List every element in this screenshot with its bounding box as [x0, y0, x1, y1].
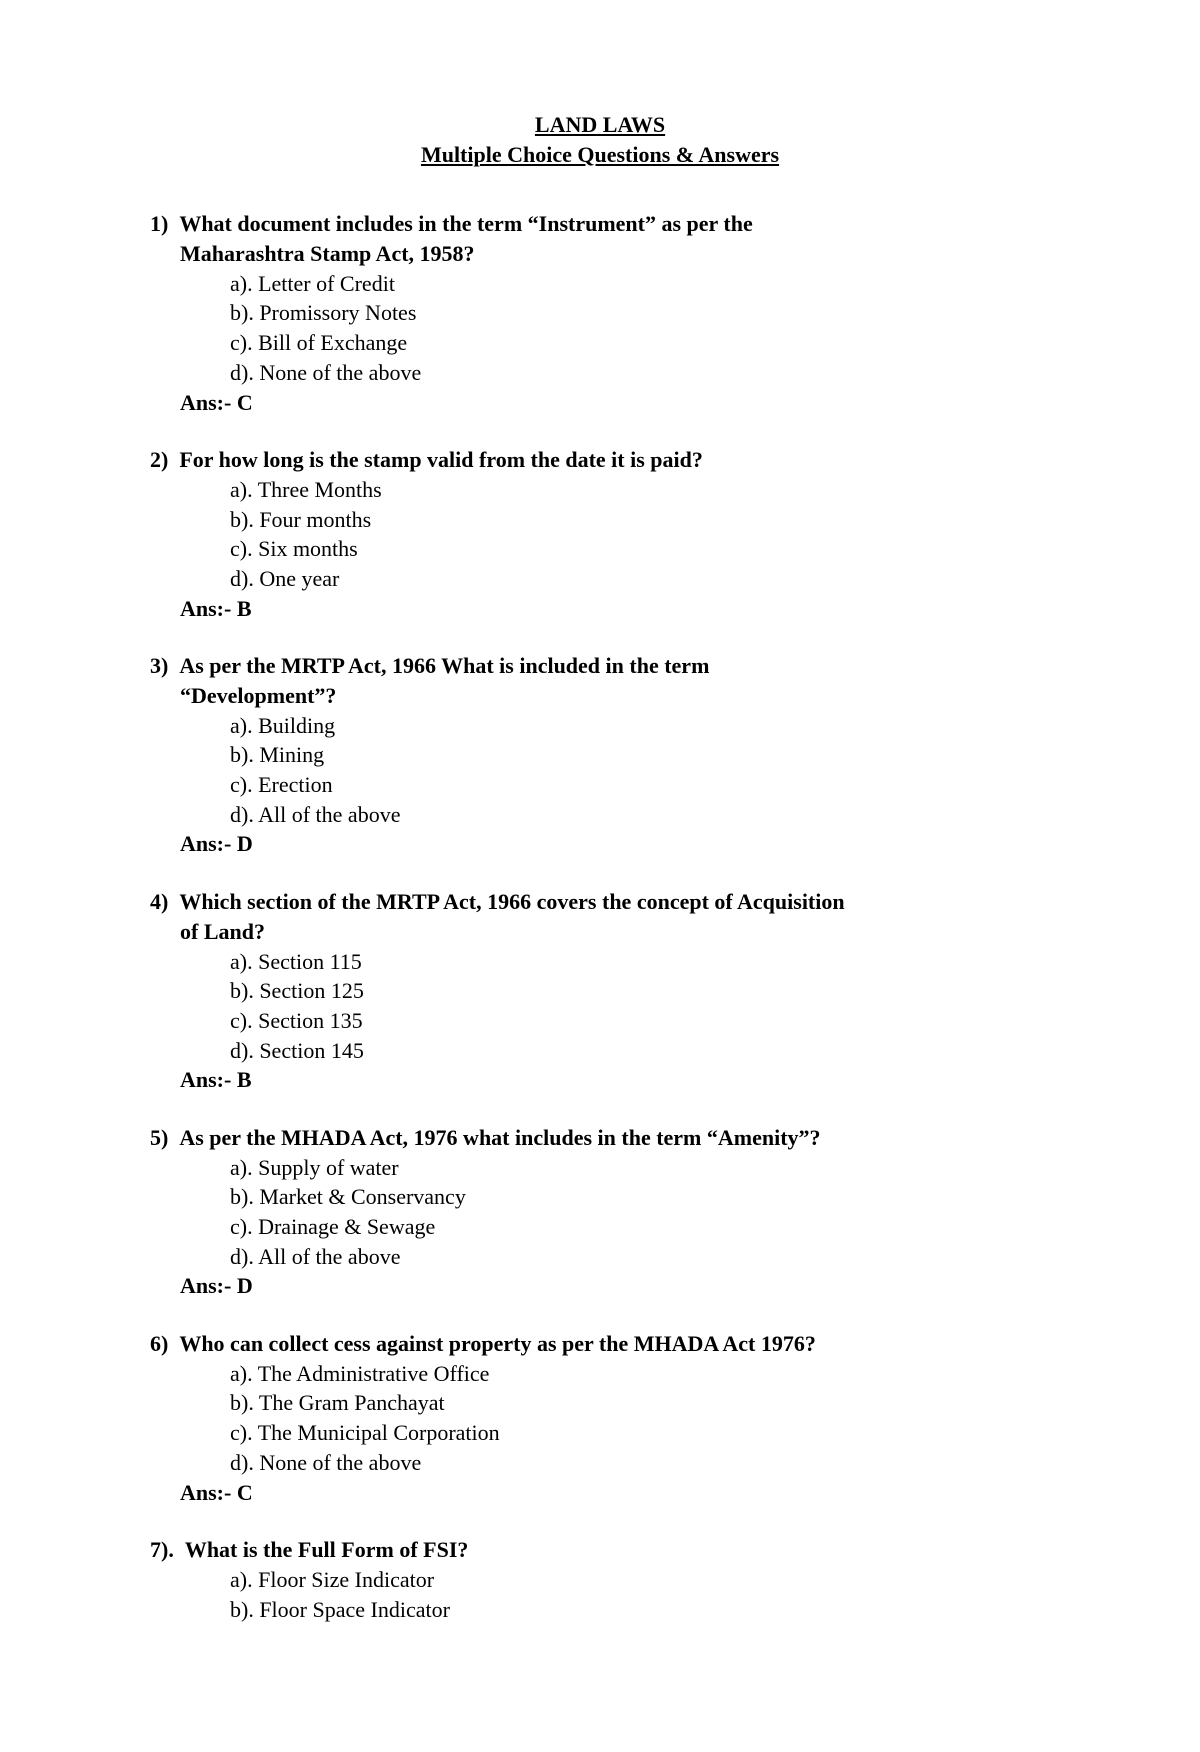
option-c: c). Six months	[230, 534, 1050, 564]
option-c: c). The Municipal Corporation	[230, 1418, 1050, 1448]
option-b: b). Floor Space Indicator	[230, 1595, 1050, 1625]
options-list: a). Three Monthsb). Four monthsc). Six m…	[150, 475, 1050, 594]
option-d: d). All of the above	[230, 800, 1050, 830]
option-b: b). Promissory Notes	[230, 298, 1050, 328]
question-text-cont: Maharashtra Stamp Act, 1958?	[150, 239, 1050, 269]
title-line-1: LAND LAWS	[150, 110, 1050, 140]
option-c: c). Section 135	[230, 1006, 1050, 1036]
option-d: d). One year	[230, 564, 1050, 594]
options-list: a). Letter of Creditb). Promissory Notes…	[150, 269, 1050, 388]
answer-line: Ans:- D	[150, 829, 1050, 859]
option-c: c). Drainage & Sewage	[230, 1212, 1050, 1242]
question-block: 7). What is the Full Form of FSI?a). Flo…	[150, 1535, 1050, 1624]
options-list: a). Section 115b). Section 125c). Sectio…	[150, 947, 1050, 1066]
option-d: d). None of the above	[230, 358, 1050, 388]
options-list: a). Supply of waterb). Market & Conserva…	[150, 1153, 1050, 1272]
title-line-2: Multiple Choice Questions & Answers	[150, 140, 1050, 170]
question-block: 1) What document includes in the term “I…	[150, 209, 1050, 417]
document-page: LAND LAWS Multiple Choice Questions & An…	[0, 0, 1200, 1752]
questions-container: 1) What document includes in the term “I…	[150, 209, 1050, 1624]
option-b: b). Section 125	[230, 976, 1050, 1006]
options-list: a). The Administrative Officeb). The Gra…	[150, 1359, 1050, 1478]
question-text: 1) What document includes in the term “I…	[150, 209, 1050, 239]
question-block: 5) As per the MHADA Act, 1976 what inclu…	[150, 1123, 1050, 1301]
question-block: 3) As per the MRTP Act, 1966 What is inc…	[150, 651, 1050, 859]
option-b: b). The Gram Panchayat	[230, 1388, 1050, 1418]
option-d: d). All of the above	[230, 1242, 1050, 1272]
option-c: c). Bill of Exchange	[230, 328, 1050, 358]
option-c: c). Erection	[230, 770, 1050, 800]
question-text: 6) Who can collect cess against property…	[150, 1329, 1050, 1359]
question-block: 2) For how long is the stamp valid from …	[150, 445, 1050, 623]
title-block: LAND LAWS Multiple Choice Questions & An…	[150, 110, 1050, 169]
answer-line: Ans:- C	[150, 388, 1050, 418]
answer-line: Ans:- D	[150, 1271, 1050, 1301]
question-block: 4) Which section of the MRTP Act, 1966 c…	[150, 887, 1050, 1095]
answer-line: Ans:- C	[150, 1478, 1050, 1508]
option-b: b). Market & Conservancy	[230, 1182, 1050, 1212]
option-a: a). Floor Size Indicator	[230, 1565, 1050, 1595]
question-text: 5) As per the MHADA Act, 1976 what inclu…	[150, 1123, 1050, 1153]
question-text: 4) Which section of the MRTP Act, 1966 c…	[150, 887, 1050, 917]
option-a: a). Building	[230, 711, 1050, 741]
question-text-cont: of Land?	[150, 917, 1050, 947]
question-text: 7). What is the Full Form of FSI?	[150, 1535, 1050, 1565]
question-text: 2) For how long is the stamp valid from …	[150, 445, 1050, 475]
answer-line: Ans:- B	[150, 594, 1050, 624]
question-text: 3) As per the MRTP Act, 1966 What is inc…	[150, 651, 1050, 681]
option-a: a). Letter of Credit	[230, 269, 1050, 299]
options-list: a). Buildingb). Miningc). Erectiond). Al…	[150, 711, 1050, 830]
option-a: a). The Administrative Office	[230, 1359, 1050, 1389]
option-a: a). Section 115	[230, 947, 1050, 977]
question-block: 6) Who can collect cess against property…	[150, 1329, 1050, 1507]
option-a: a). Three Months	[230, 475, 1050, 505]
options-list: a). Floor Size Indicatorb). Floor Space …	[150, 1565, 1050, 1624]
answer-line: Ans:- B	[150, 1065, 1050, 1095]
option-b: b). Mining	[230, 740, 1050, 770]
option-a: a). Supply of water	[230, 1153, 1050, 1183]
option-d: d). None of the above	[230, 1448, 1050, 1478]
question-text-cont: “Development”?	[150, 681, 1050, 711]
option-d: d). Section 145	[230, 1036, 1050, 1066]
option-b: b). Four months	[230, 505, 1050, 535]
